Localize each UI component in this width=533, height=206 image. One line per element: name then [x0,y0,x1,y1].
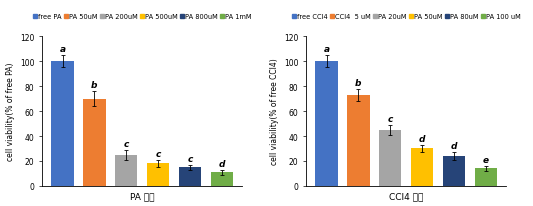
Bar [147,164,169,186]
Bar [411,149,433,186]
Bar [211,172,233,186]
Text: d: d [419,134,425,143]
Bar [83,99,106,186]
Text: e: e [483,155,489,164]
Bar [115,155,138,186]
X-axis label: CCl4 농도: CCl4 농도 [389,192,423,200]
Bar [347,95,369,186]
Y-axis label: cell viability(% of free PA): cell viability(% of free PA) [5,62,14,160]
Bar [316,62,338,186]
Bar [51,62,74,186]
Text: c: c [188,154,193,163]
Text: d: d [219,159,225,168]
Text: d: d [451,142,457,151]
Text: b: b [355,78,362,87]
Text: a: a [60,45,66,54]
Legend: free PA, PA 50uM, PA 200uM, PA 500uM, PA 800uM, PA 1mM: free PA, PA 50uM, PA 200uM, PA 500uM, PA… [32,14,252,21]
Bar [379,130,401,186]
Bar [179,167,201,186]
Text: c: c [124,139,129,148]
Text: b: b [91,81,98,90]
Bar [443,156,465,186]
Text: c: c [387,114,393,123]
Y-axis label: cell viability(% of free CCl4): cell viability(% of free CCl4) [270,59,279,165]
Legend: free CCl4, CCl4  5 uM, PA 20uM, PA 50uM, PA 80uM, PA 100 uM: free CCl4, CCl4 5 uM, PA 20uM, PA 50uM, … [291,14,521,21]
Text: c: c [156,149,161,158]
X-axis label: PA 농도: PA 농도 [130,192,155,200]
Bar [475,169,497,186]
Text: a: a [324,45,329,54]
